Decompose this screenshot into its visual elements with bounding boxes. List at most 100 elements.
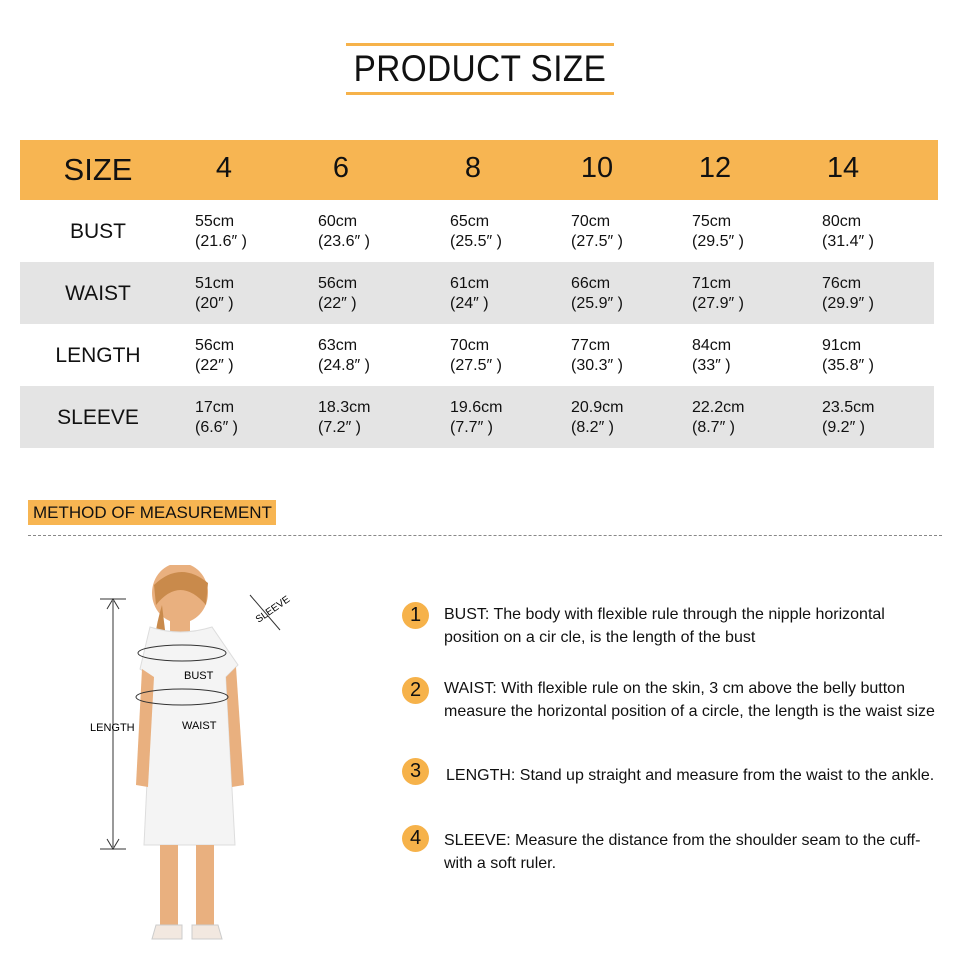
row-label: LENGTH: [55, 344, 141, 367]
cm-value: 61cm: [450, 275, 490, 292]
table-cell: 76cm (29.9″ ): [822, 274, 874, 314]
inch-value: (24.8″ ): [318, 357, 370, 374]
table-row: WAIST 51cm (20″ ) 56cm (22″ ) 61cm (24″ ) 66cm (…: [20, 262, 934, 324]
table-cell: 23.5cm (9.2″ ): [822, 398, 874, 438]
table-cell: 91cm (35.8″ ): [822, 336, 874, 376]
cm-value: 23.5cm: [822, 399, 875, 416]
inch-value: (20″ ): [195, 295, 234, 312]
figure-label-sleeve: SLEEVE: [254, 594, 292, 626]
table-cell: 70cm (27.5″ ): [571, 212, 623, 252]
inch-value: (25.5″ ): [450, 233, 502, 250]
row-label: WAIST: [65, 282, 131, 305]
step-number-badge: 4: [402, 825, 429, 852]
size-header: 14: [826, 152, 860, 184]
cm-value: 60cm: [318, 213, 358, 230]
dashed-divider: [28, 535, 942, 536]
cm-value: 19.6cm: [450, 399, 503, 416]
table-cell: 61cm (24″ ): [450, 274, 489, 314]
page-title: PRODUCT SIZE: [353, 48, 607, 89]
table-cell: 80cm (31.4″ ): [822, 212, 874, 252]
inch-value: (7.2″ ): [318, 419, 362, 436]
row-label: BUST: [69, 220, 126, 243]
figure-label-waist: WAIST: [182, 720, 217, 732]
inch-value: (7.7″ ): [450, 419, 494, 436]
title-bottom-rule: [346, 92, 614, 95]
inch-value: (35.8″ ): [822, 357, 874, 374]
table-cell: 56cm (22″ ): [195, 336, 234, 376]
table-cell: 51cm (20″ ): [195, 274, 234, 314]
inch-value: (25.9″ ): [571, 295, 623, 312]
cm-value: 91cm: [822, 337, 862, 354]
cm-value: 70cm: [571, 213, 611, 230]
table-cell: 66cm (25.9″ ): [571, 274, 623, 314]
cm-value: 77cm: [571, 337, 611, 354]
cm-value: 20.9cm: [571, 399, 624, 416]
cm-value: 17cm: [195, 399, 235, 416]
inch-value: (30.3″ ): [571, 357, 623, 374]
cm-value: 70cm: [450, 337, 490, 354]
method-heading: METHOD OF MEASUREMENT: [28, 500, 276, 525]
table-row: BUST 55cm (21.6″ ) 60cm (23.6″ ) 65cm (25.5″ )…: [20, 200, 938, 262]
cm-value: 51cm: [195, 275, 235, 292]
inch-value: (8.2″ ): [571, 419, 615, 436]
cm-value: 84cm: [692, 337, 732, 354]
table-cell: 71cm (27.9″ ): [692, 274, 744, 314]
size-header: 12: [698, 152, 732, 184]
table-cell: 17cm (6.6″ ): [195, 398, 238, 438]
step-description: LENGTH: Stand up straight and measure fr…: [446, 767, 935, 784]
cm-value: 71cm: [692, 275, 732, 292]
step-number-badge: 1: [402, 602, 429, 629]
cm-value: 22.2cm: [692, 399, 745, 416]
inch-value: (29.5″ ): [692, 233, 744, 250]
inch-value: (27.5″ ): [450, 357, 502, 374]
table-header-row: SIZE 4 6 8 10 12 14: [20, 140, 938, 200]
inch-value: (22″ ): [195, 357, 234, 374]
table-cell: 20.9cm (8.2″ ): [571, 398, 623, 438]
step-description: WAIST: With flexible rule on the skin, 3…: [444, 680, 935, 720]
table-cell: 84cm (33″ ): [692, 336, 731, 376]
inch-value: (33″ ): [692, 357, 731, 374]
table-row: LENGTH 56cm (22″ ) 63cm (24.8″ ) 70cm (27.5″ )…: [20, 324, 938, 386]
cm-value: 63cm: [318, 337, 358, 354]
size-header: 8: [464, 152, 482, 184]
cm-value: 65cm: [450, 213, 490, 230]
girl-illustration: [100, 565, 281, 940]
table-row: SLEEVE 17cm (6.6″ ) 18.3cm (7.2″ ) 19.6cm (7.7…: [20, 386, 934, 448]
step-number-badge: 2: [402, 677, 429, 704]
size-header: 10: [580, 152, 614, 184]
cm-value: 18.3cm: [318, 399, 371, 416]
inch-value: (9.2″ ): [822, 419, 866, 436]
inch-value: (27.9″ ): [692, 295, 744, 312]
table-cell: 60cm (23.6″ ): [318, 212, 370, 252]
inch-value: (6.6″ ): [195, 419, 239, 436]
size-table: SIZE 4 6 8 10 12 14 BUST 55cm (21.6″ ) 60cm…: [20, 140, 938, 448]
step-number-badge: 3: [402, 758, 429, 785]
table-cell: 65cm (25.5″ ): [450, 212, 502, 252]
table-cell: 56cm (22″ ): [318, 274, 357, 314]
inch-value: (24″ ): [450, 295, 489, 312]
table-cell: 19.6cm (7.7″ ): [450, 398, 502, 438]
cm-value: 76cm: [822, 275, 862, 292]
inch-value: (29.9″ ): [822, 295, 874, 312]
table-cell: 22.2cm (8.7″ ): [692, 398, 744, 438]
table-cell: 77cm (30.3″ ): [571, 336, 623, 376]
cm-value: 80cm: [822, 213, 862, 230]
cm-value: 56cm: [318, 275, 358, 292]
inch-value: (31.4″ ): [822, 233, 874, 250]
step-description: BUST: The body with flexible rule throug…: [444, 606, 885, 646]
cm-value: 75cm: [692, 213, 732, 230]
size-header: 4: [215, 152, 233, 184]
row-label: SLEEVE: [57, 406, 139, 429]
cm-value: 55cm: [195, 213, 235, 230]
size-header: 6: [332, 152, 350, 184]
table-cell: 63cm (24.8″ ): [318, 336, 370, 376]
inch-value: (22″ ): [318, 295, 357, 312]
figure-label-length: LENGTH: [90, 722, 135, 734]
figure-label-bust: BUST: [184, 670, 214, 682]
cm-value: 66cm: [571, 275, 611, 292]
table-cell: 18.3cm (7.2″ ): [318, 398, 370, 438]
inch-value: (8.7″ ): [692, 419, 736, 436]
cm-value: 56cm: [195, 337, 235, 354]
inch-value: (27.5″ ): [571, 233, 623, 250]
